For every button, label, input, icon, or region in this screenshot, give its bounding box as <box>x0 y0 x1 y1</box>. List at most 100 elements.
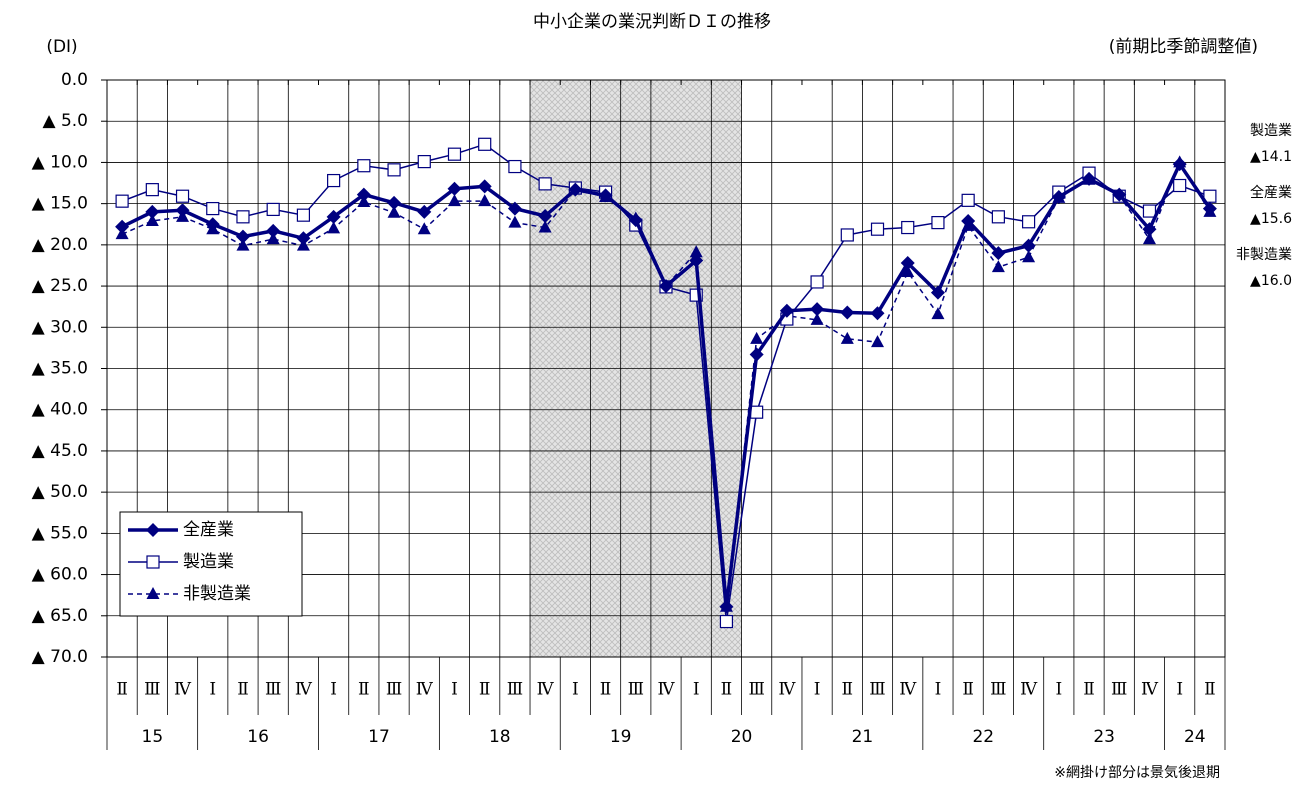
end-label-name: 非製造業 <box>1236 247 1292 263</box>
marker <box>235 229 250 244</box>
marker <box>477 179 492 194</box>
legend-marker <box>146 587 160 599</box>
marker <box>417 155 431 169</box>
marker <box>961 193 975 207</box>
marker <box>1082 171 1097 186</box>
marker <box>750 331 764 344</box>
marker <box>1021 215 1036 229</box>
marker <box>749 347 764 362</box>
x-tick-label: Ⅲ <box>265 680 281 700</box>
legend-marker <box>146 523 160 537</box>
marker <box>145 183 159 197</box>
end-label-value: ▲14.1 <box>1250 149 1292 165</box>
x-tick-label: Ⅱ <box>479 680 491 700</box>
y-tick-label: ▲ 25.0 <box>32 276 88 296</box>
marker <box>508 215 522 228</box>
marker <box>870 222 885 236</box>
y-tick-label: 0.0 <box>61 70 88 90</box>
group-label: 19 <box>610 727 632 747</box>
x-tick-label: Ⅰ <box>451 680 458 700</box>
x-tick-label: Ⅰ <box>209 680 216 700</box>
marker <box>538 209 553 224</box>
marker <box>719 599 734 614</box>
marker <box>930 285 945 300</box>
x-tick-label: Ⅱ <box>962 680 974 700</box>
group-label: 17 <box>368 727 390 747</box>
legend-marker <box>146 555 160 569</box>
marker <box>628 213 643 228</box>
marker <box>750 405 764 419</box>
x-tick-label: Ⅱ <box>842 680 854 700</box>
marker <box>1051 190 1066 205</box>
x-tick-label: Ⅳ <box>1020 680 1038 700</box>
y-tick-label: ▲ 40.0 <box>32 400 88 420</box>
marker <box>1112 187 1127 202</box>
marker <box>508 159 522 174</box>
marker <box>931 307 945 320</box>
marker <box>447 194 461 207</box>
y-tick-label: ▲ 50.0 <box>32 482 88 502</box>
x-tick-label: Ⅲ <box>1111 680 1127 700</box>
marker <box>1022 250 1036 263</box>
marker <box>1021 238 1036 253</box>
x-tick-label: Ⅰ <box>693 680 700 700</box>
marker <box>810 312 824 325</box>
group-label: 20 <box>731 727 753 747</box>
x-tick-label: Ⅱ <box>721 680 733 700</box>
group-label: 24 <box>1184 727 1206 747</box>
marker <box>568 182 583 197</box>
marker <box>1202 201 1217 216</box>
marker <box>931 216 945 230</box>
marker <box>145 204 160 219</box>
end-label-name: 全産業 <box>1250 184 1292 201</box>
marker <box>991 210 1005 224</box>
x-tick-label: Ⅲ <box>869 680 885 700</box>
x-tick-label: Ⅰ <box>1055 680 1062 700</box>
marker <box>840 228 854 242</box>
marker <box>991 246 1006 261</box>
marker <box>115 219 130 234</box>
marker <box>175 203 190 218</box>
x-tick-label: Ⅳ <box>295 680 313 700</box>
x-tick-label: Ⅳ <box>416 680 434 700</box>
marker <box>810 302 825 317</box>
legend-label: 非製造業 <box>183 584 251 604</box>
marker <box>327 221 341 234</box>
x-tick-label: Ⅰ <box>330 680 337 700</box>
marker <box>478 194 492 207</box>
marker <box>1142 204 1157 218</box>
x-tick-label: Ⅲ <box>628 680 644 700</box>
x-tick-label: Ⅱ <box>600 680 612 700</box>
marker <box>900 255 915 270</box>
group-label: 22 <box>972 727 994 747</box>
marker <box>447 181 462 196</box>
x-tick-label: Ⅲ <box>990 680 1006 700</box>
marker <box>387 163 401 177</box>
marker <box>901 220 915 235</box>
marker <box>840 331 854 344</box>
end-label-name: 製造業 <box>1250 123 1292 139</box>
marker <box>266 202 280 217</box>
marker <box>327 173 341 188</box>
marker <box>840 305 855 320</box>
marker <box>689 253 704 268</box>
x-tick-label: Ⅳ <box>537 680 555 700</box>
marker <box>417 204 432 219</box>
y-unit-label: (DI) <box>46 37 77 57</box>
x-tick-label: Ⅰ <box>814 680 821 700</box>
marker <box>175 189 190 203</box>
group-label: 15 <box>142 727 164 747</box>
x-tick-label: Ⅰ <box>935 680 942 700</box>
marker <box>206 201 220 216</box>
marker <box>205 217 220 232</box>
x-tick-label: Ⅳ <box>778 680 796 700</box>
x-tick-label: Ⅰ <box>572 680 579 700</box>
marker <box>871 335 885 348</box>
x-tick-label: Ⅱ <box>1083 680 1095 700</box>
marker <box>1172 157 1187 172</box>
marker <box>266 232 280 245</box>
marker <box>689 245 703 258</box>
marker <box>507 201 522 216</box>
marker <box>779 303 794 318</box>
